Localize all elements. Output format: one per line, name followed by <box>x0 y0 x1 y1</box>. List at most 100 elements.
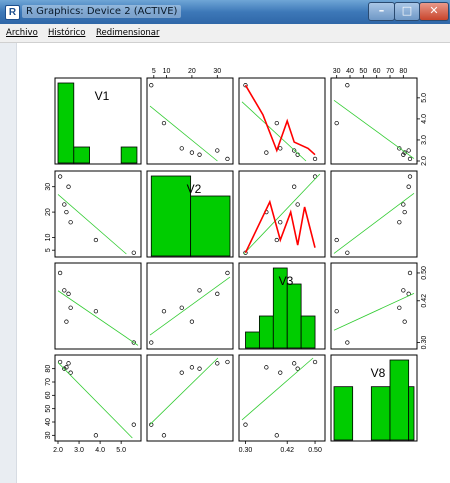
point-v1-v3-4 <box>264 150 269 155</box>
point-v2-v3-0 <box>312 174 318 179</box>
point-v2-v8-0 <box>407 174 413 179</box>
tick-label-left-v2-3: 30 <box>45 183 52 191</box>
point-v3-v2-5 <box>161 309 167 314</box>
tick-label-left-v8-4: 70 <box>45 378 52 386</box>
point-v2-v8-2 <box>406 184 411 189</box>
tick-label-top-v2-0: 5 <box>152 68 156 75</box>
point-v3-v1-0 <box>57 270 63 276</box>
histogram-bar-v3-0 <box>245 331 260 349</box>
tick-label-right-v1-0: 2.0 <box>421 156 428 166</box>
tick-label-bottom-v3-1: 0.42 <box>280 447 294 454</box>
tick-label-right-v1-1: 3.0 <box>421 135 428 145</box>
menu-redimensionar[interactable]: Redimensionar <box>96 28 160 38</box>
point-v8-v1-0 <box>57 359 63 365</box>
point-v2-v1-6 <box>131 250 136 255</box>
tick-label-top-v8-0: 30 <box>333 68 341 75</box>
point-v1-v2-4 <box>189 150 195 155</box>
tick-label-top-v8-1: 40 <box>346 68 354 75</box>
point-v3-v1-2 <box>66 291 71 296</box>
point-v1-v3-3 <box>278 146 283 151</box>
fit-line-v2-v3 <box>243 173 321 255</box>
tick-label-bottom-v3-0: 0.30 <box>239 447 253 454</box>
point-v2-v8-3 <box>397 220 402 225</box>
point-v8-v3-3 <box>278 370 283 375</box>
panel-v3-v2 <box>146 262 234 350</box>
fit-line-v2-v1 <box>57 194 127 255</box>
point-v8-v2-5 <box>161 433 167 438</box>
tick-label-bottom-v1-0: 2.0 <box>53 447 63 454</box>
point-v2-v8-5 <box>334 237 339 243</box>
point-v3-v8-5 <box>334 309 339 314</box>
menu-bar: Archivo Histórico Redimensionar <box>0 24 450 43</box>
point-v8-v1-1 <box>62 366 67 371</box>
panel-v3-v8 <box>330 262 418 350</box>
point-v3-v2-3 <box>179 305 184 310</box>
tick-label-top-v2-2: 20 <box>188 68 196 75</box>
window-titlebar: R R Graphics: Device 2 (ACTIVE) – □ ✕ <box>0 0 450 25</box>
tick-label-top-v2-1: 10 <box>163 68 171 75</box>
menu-archivo[interactable]: Archivo <box>6 28 38 38</box>
tick-label-bottom-v1-3: 5.0 <box>116 447 126 454</box>
panel-v8-v2 <box>146 354 234 442</box>
point-v8-v3-4 <box>264 365 269 370</box>
panel-v1-v2 <box>146 77 234 165</box>
tick-label-bottom-v1-1: 3.0 <box>74 447 84 454</box>
tick-label-left-v8-3: 60 <box>45 391 52 399</box>
point-v1-v8-0 <box>407 156 413 162</box>
point-v2-v3-2 <box>292 184 297 189</box>
tick-label-right-v3-0: 0.30 <box>421 336 428 350</box>
point-v8-v1-2 <box>66 361 71 366</box>
tick-label-left-v8-5: 80 <box>45 365 52 373</box>
tick-label-right-v3-2: 0.50 <box>421 266 428 280</box>
menu-historico[interactable]: Histórico <box>48 28 86 38</box>
point-v2-v3-3 <box>278 220 283 225</box>
tick-label-top-v8-5: 80 <box>399 68 407 75</box>
fit-line-v3-v2 <box>149 276 231 336</box>
fit-line-v1-v2 <box>149 105 218 162</box>
point-v2-v1-1 <box>62 202 67 207</box>
tick-label-left-v8-2: 50 <box>45 405 52 413</box>
point-v1-v8-1 <box>401 152 406 157</box>
point-v8-v1-4 <box>64 365 69 370</box>
fit-line-v3-v8 <box>333 292 415 331</box>
point-v3-v1-4 <box>64 319 69 324</box>
point-v3-v1-1 <box>62 288 67 293</box>
point-v3-v8-4 <box>402 319 407 324</box>
window-left-strip <box>0 43 17 483</box>
fit-line-v8-v2 <box>149 357 219 425</box>
histogram-bar-v1-4 <box>120 146 138 164</box>
point-v1-v8-6 <box>345 83 350 88</box>
tick-label-left-v8-1: 40 <box>45 418 52 426</box>
close-button[interactable]: ✕ <box>419 2 449 21</box>
tick-label-top-v2-3: 30 <box>213 68 221 75</box>
panel-v1-v3 <box>238 77 326 165</box>
point-v1-v3-6 <box>243 83 248 88</box>
point-v3-v1-3 <box>68 305 73 310</box>
panel-v2-v2 <box>146 170 234 258</box>
tick-label-top-v8-2: 50 <box>359 68 367 75</box>
point-v2-v1-4 <box>64 209 69 215</box>
point-v2-v3-1 <box>295 202 300 207</box>
histogram-bar-v8-2 <box>370 386 391 441</box>
point-v3-v2-0 <box>225 270 230 276</box>
maximize-button[interactable]: □ <box>394 2 420 21</box>
point-v1-v8-3 <box>397 146 402 151</box>
histogram-bar-v8-3 <box>389 359 410 441</box>
point-v8-v3-6 <box>243 422 248 427</box>
point-v1-v3-5 <box>274 120 279 126</box>
point-v8-v2-0 <box>225 359 230 365</box>
tick-label-top-v8-4: 70 <box>386 68 394 75</box>
point-v3-v8-0 <box>407 270 413 276</box>
fit-line-v1-v3 <box>241 101 307 162</box>
point-v1-v3-0 <box>312 156 318 162</box>
point-v8-v3-2 <box>292 361 297 366</box>
panel-v8-v1 <box>54 354 142 442</box>
panel-v3-v3 <box>238 262 326 350</box>
point-v3-v8-1 <box>401 288 406 293</box>
point-v1-v2-3 <box>179 146 184 151</box>
point-v2-v8-6 <box>345 250 350 255</box>
fit-line-v1-v8 <box>333 100 415 159</box>
point-v3-v2-1 <box>197 288 202 293</box>
point-v8-v3-1 <box>295 366 300 371</box>
fit-line-v2-v8 <box>333 193 415 254</box>
